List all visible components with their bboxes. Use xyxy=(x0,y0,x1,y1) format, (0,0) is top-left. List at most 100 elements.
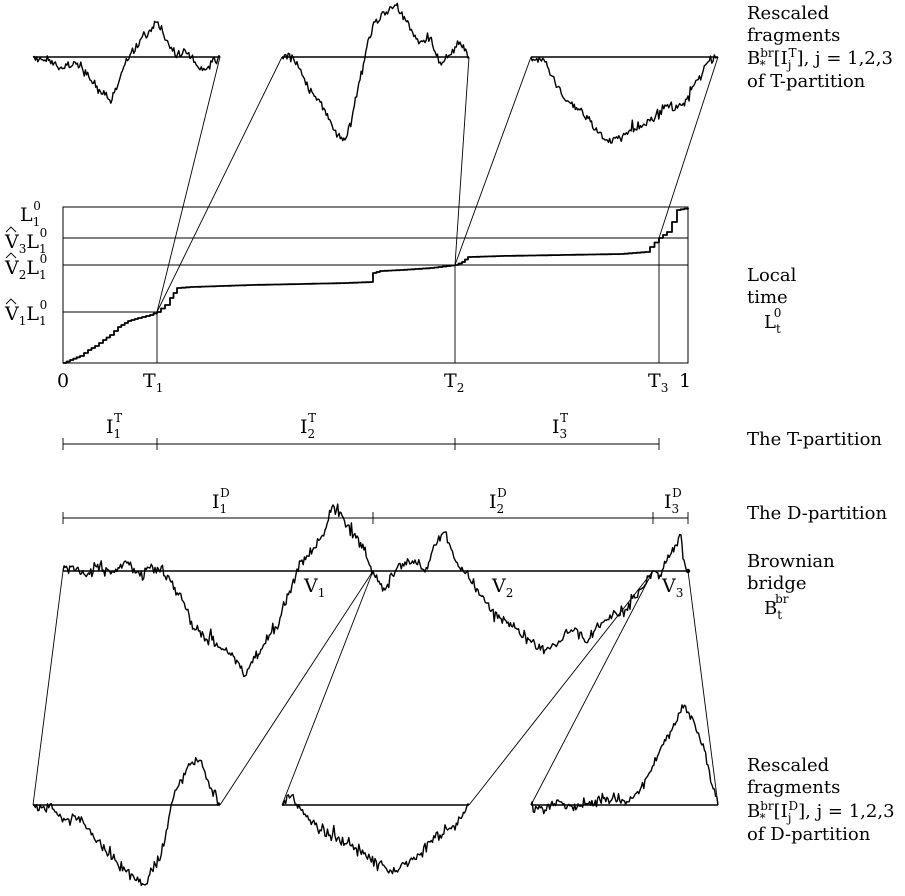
y-l1-sup: 0 xyxy=(33,199,41,213)
y-v3-hsub: 3 xyxy=(19,242,27,256)
bottom-formula-dsup: D xyxy=(789,799,799,813)
v1-sub: 1 xyxy=(318,586,326,600)
top-fragment-2-path xyxy=(281,2,470,142)
hat-v3-mark xyxy=(5,226,17,233)
t1-main: I xyxy=(106,416,114,438)
top-label-line4: of T-partition xyxy=(747,71,866,92)
v3-sub: 3 xyxy=(676,586,684,600)
y-v3-main: L xyxy=(26,231,39,253)
bottom-label-formula: Bbr * [IjD], j = 1,2,3 xyxy=(747,799,895,825)
y-label-v2: V2L1 0 xyxy=(4,252,47,282)
x-label-t1: T1 xyxy=(143,370,163,395)
top-fragment-3-path xyxy=(530,54,719,144)
y-v3-hat: V xyxy=(4,231,19,253)
x-label-t2: T2 xyxy=(444,370,464,395)
x-t2-main: T xyxy=(444,370,457,392)
local-time-line2: time xyxy=(747,287,788,308)
y-v3-sup: 0 xyxy=(40,226,48,240)
top-formula-sub: * xyxy=(760,58,766,72)
top-label-formula: Bbr * [IjT], j = 1,2,3 xyxy=(747,46,893,72)
x-label-zero: 0 xyxy=(57,370,69,392)
hat-v1-mark xyxy=(5,298,17,305)
bridge-marker-v2: V2 xyxy=(491,575,513,600)
x-label-one: 1 xyxy=(679,370,691,392)
bottom-fragments xyxy=(32,704,719,886)
t3-sub: 3 xyxy=(560,427,568,441)
y-v1-sub: 1 xyxy=(39,314,47,328)
d1-main: I xyxy=(212,491,220,513)
x-t2-sub: 2 xyxy=(457,381,465,395)
top-formula-rest: [I xyxy=(774,48,788,69)
local-time-plot xyxy=(62,206,689,364)
local-time-frame xyxy=(62,206,689,364)
y-v1-hsub: 1 xyxy=(19,314,27,328)
t-partition: I1T I2T I3T xyxy=(62,411,660,450)
d-interval-3: I3 D xyxy=(664,486,682,516)
t1-sub: 1 xyxy=(114,427,122,441)
v2-main: V xyxy=(491,575,506,597)
y-v2-hat: V xyxy=(4,257,19,279)
d-interval-2: I2 D xyxy=(489,486,507,516)
bottom-label-line1: Rescaled xyxy=(747,755,829,776)
x-t3-main: T xyxy=(648,370,661,392)
top-formula-jsub: j xyxy=(786,58,792,72)
x-axis-labels: 0 1 T1 T2 T3 xyxy=(57,370,691,395)
top-formula-tsup: T xyxy=(789,46,797,60)
bottom-formula-rest: [I xyxy=(774,801,788,822)
d3-sup: D xyxy=(672,486,682,500)
bottom-fragment-1-path xyxy=(32,756,221,886)
y-v3-sub: 1 xyxy=(39,242,47,256)
bottom-formula-sup: br xyxy=(760,799,774,813)
top-label-line1: Rescaled xyxy=(747,3,829,24)
top-formula-sup: br xyxy=(760,46,774,60)
bridge-label: Brownian bridge Bt br xyxy=(747,551,835,622)
v2-sub: 2 xyxy=(506,586,514,600)
local-time-curve xyxy=(63,207,689,364)
y-label-v3: V3L1 0 xyxy=(4,226,47,256)
d2-main: I xyxy=(489,491,497,513)
local-time-label: Local time Lt 0 xyxy=(747,265,797,336)
t-interval-2: I2 T xyxy=(300,411,316,441)
bottom-fragment-3-path xyxy=(530,704,719,815)
y-v1-main: L xyxy=(26,303,39,325)
d-partition: I1D I2D I3D xyxy=(62,486,689,524)
d2-sup: D xyxy=(497,486,507,500)
top-fragments-label: Rescaled fragments Bbr * [IjT], j = 1,2,3 … xyxy=(747,3,893,92)
t3-main: I xyxy=(552,416,560,438)
bottom-formula-tail: ], j = 1,2,3 xyxy=(798,801,894,822)
x-t3-sub: 3 xyxy=(661,381,669,395)
local-time-symbol: Lt 0 xyxy=(764,306,781,336)
bridge-marker-v3: V3 xyxy=(661,575,683,600)
local-time-sym: L xyxy=(764,312,776,333)
bridge-symbol: Bt br xyxy=(764,592,789,622)
y-label-l1: L1 0 xyxy=(20,199,41,229)
hat-v2-mark xyxy=(5,252,17,259)
v1-main: V xyxy=(303,575,318,597)
bridge-line1: Brownian xyxy=(747,551,835,572)
bottom-connectors xyxy=(32,570,719,806)
d3-main: I xyxy=(664,491,672,513)
t2-main: I xyxy=(300,416,308,438)
y-label-v1: V1L10 xyxy=(4,298,47,328)
y-axis-labels: L10 V3L10 V2L10 V1L10 xyxy=(4,199,47,328)
bridge-path xyxy=(62,503,689,678)
d3-sub: 3 xyxy=(672,502,680,516)
bridge-marker-v1: V1 xyxy=(303,575,325,600)
t-interval-1: I1 T xyxy=(106,411,122,441)
top-fragment-1-path xyxy=(32,20,221,104)
bottom-formula-sub: * xyxy=(760,811,766,825)
bridge-sym: B xyxy=(764,598,777,619)
y-l1-sub: 1 xyxy=(33,215,41,229)
t2-sub: 2 xyxy=(308,427,316,441)
top-connectors xyxy=(33,56,719,313)
x-t1-main: T xyxy=(143,370,156,392)
bottom-formula-jsub: j xyxy=(786,811,792,825)
bridge-sub: t xyxy=(777,608,782,622)
y-v2-sup: 0 xyxy=(40,252,48,266)
top-fragments xyxy=(32,2,719,144)
t-interval-3: I3 T xyxy=(552,411,568,441)
d-partition-label: The D-partition xyxy=(747,503,887,524)
top-formula-tail: ], j = 1,2,3 xyxy=(797,48,893,69)
bottom-fragment-2-path xyxy=(281,793,470,875)
